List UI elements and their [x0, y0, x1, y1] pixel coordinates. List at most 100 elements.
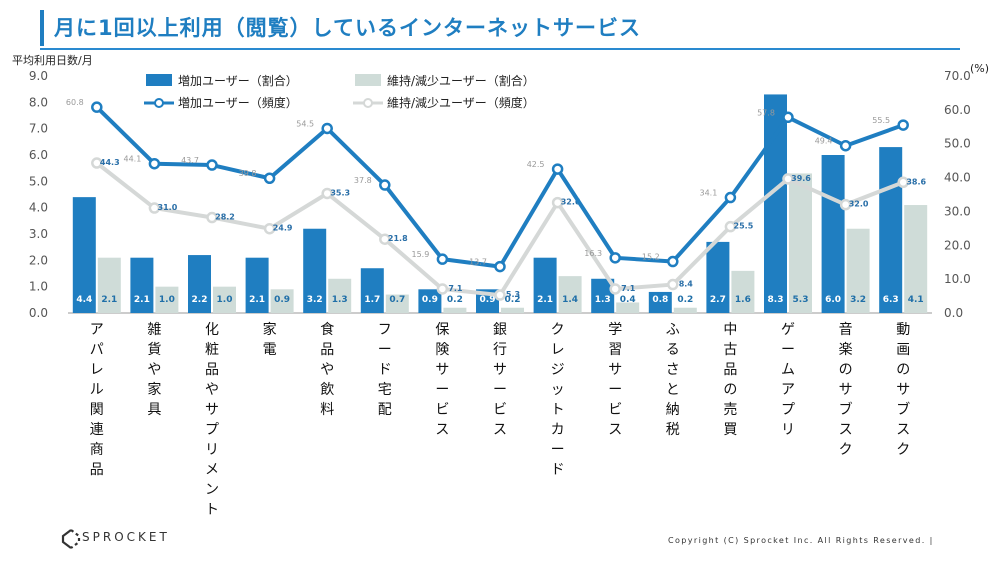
bar-decrease-label: 3.2 [850, 295, 866, 305]
category-label: クレジットカード [551, 322, 565, 478]
line-increase-value-label: 16.3 [584, 249, 602, 258]
line-increase-point [667, 255, 679, 268]
bar-decrease [328, 278, 352, 313]
line-decrease-point [436, 283, 449, 295]
category-label: 動画のサブスク [896, 322, 910, 458]
line-decrease-point [897, 176, 909, 189]
line-increase-value-label: 15.2 [642, 253, 660, 262]
line-increase-point [91, 101, 103, 113]
line-decrease-point [321, 187, 333, 200]
bar-decrease-label: 0.4 [620, 295, 636, 305]
line-decrease-point [206, 211, 218, 224]
line-increase-value-label: 37.8 [354, 176, 372, 185]
line-decrease-value-label: 21.8 [388, 234, 408, 243]
bar-decrease-label: 0.9 [274, 295, 290, 305]
bar-decrease-label: 4.1 [908, 295, 924, 305]
y-tick-left: 9.0 [29, 69, 48, 83]
legend-label: 増加ユーザー（頻度） [178, 95, 298, 110]
line-decrease-value-label: 28.2 [215, 213, 235, 222]
line-increase-point [494, 260, 506, 273]
sprocket-logo-icon [61, 529, 81, 549]
line-increase-value-label: 15.9 [411, 250, 429, 259]
bar-increase-label: 2.1 [134, 295, 150, 305]
category-label: 雑貨や家具 [147, 322, 161, 418]
bar-increase-label: 2.7 [710, 295, 726, 305]
legend-label: 維持/減少ユーザー（頻度） [387, 95, 535, 110]
line-increase-point [782, 111, 794, 124]
category-label: 保険サービス [435, 322, 449, 438]
line-decrease-value-label: 5.3 [506, 290, 520, 299]
bar-increase [533, 257, 557, 313]
line-decrease-point [667, 278, 679, 291]
bar-increase [648, 291, 672, 313]
line-increase-point [263, 172, 276, 184]
line-decrease-point [148, 202, 161, 214]
bar-increase [821, 155, 845, 313]
legend-box [141, 70, 561, 116]
y-tick-right: 60.0 [944, 103, 971, 117]
bar-decrease [443, 307, 467, 313]
bar-decrease-label: 1.4 [562, 295, 578, 305]
bar-decrease-label: 1.0 [217, 295, 233, 305]
category-label: 家電 [263, 321, 277, 358]
y-tick-right: 50.0 [944, 137, 971, 151]
bar-decrease [501, 307, 524, 313]
line-decrease-point [263, 222, 276, 235]
y-tick-left: 8.0 [29, 95, 48, 109]
bar-increase [360, 268, 384, 313]
line-increase-value-label: 34.1 [699, 189, 717, 198]
bar-decrease [213, 286, 236, 313]
line-increase-value-label: 60.8 [66, 98, 84, 107]
line-increase-point [206, 159, 218, 171]
bar-decrease-label: 2.1 [101, 295, 117, 305]
bar-increase-label: 2.1 [537, 295, 553, 305]
bar-increase [188, 255, 211, 313]
bar-increase-label: 6.0 [825, 295, 841, 305]
bar-increase [72, 197, 96, 313]
bar-decrease-label: 1.3 [332, 295, 348, 305]
line-decrease-point [839, 198, 852, 211]
legend-swatch-decrease-marker [363, 98, 373, 108]
bar-increase [418, 289, 442, 313]
line-increase-value-label: 54.5 [296, 119, 314, 128]
y-tick-right: 10.0 [944, 272, 971, 286]
bar-increase-label: 3.2 [307, 295, 323, 305]
line-decrease-value-label: 35.3 [330, 188, 350, 197]
category-label: 音楽のサブスク [839, 321, 853, 458]
category-label: 中古品の売買 [723, 322, 737, 438]
bar-decrease-label: 0.2 [677, 295, 693, 305]
line-increase-point [839, 139, 852, 152]
line-increase-value-label: 57.8 [757, 108, 775, 117]
line-increase-value-label: 42.5 [527, 160, 545, 169]
bar-increase-label: 8.3 [768, 295, 784, 305]
line-increase-point [897, 119, 909, 131]
bar-increase [130, 257, 154, 313]
line-increase-value-label: 39.8 [239, 169, 257, 178]
bar-decrease-label: 0.2 [447, 295, 463, 305]
bar-increase-label: 6.3 [883, 295, 899, 305]
bar-decrease [155, 286, 179, 313]
combo-chart: 平均利用日数/月 (%) 0.0 1.0 2.0 3.0 4.0 5.0 6.0 7.0 8.0 9.… [12, 54, 989, 518]
line-decrease-value-label: 39.6 [791, 174, 811, 183]
bar-decrease-label: 0.2 [505, 295, 521, 305]
line-increase-value-label: 49.4 [815, 137, 833, 146]
line-decrease-value-label: 32.6 [561, 198, 581, 207]
y-axis-right-label: (%) [970, 62, 989, 75]
category-label: 食品や飲料 [320, 321, 334, 418]
bar-decrease-label: 1.6 [735, 295, 751, 305]
logo-text: SPROCKET [82, 530, 170, 544]
legend-swatch-increase-marker [154, 98, 164, 108]
y-axis-left-label: 平均利用日数/月 [12, 54, 93, 67]
line-increase-point [379, 179, 391, 191]
y-tick-left: 5.0 [29, 174, 48, 188]
line-increase-point [436, 253, 449, 265]
line-decrease-point [379, 233, 391, 245]
line-increase-value-label: 55.5 [872, 116, 890, 125]
bar-increase [591, 278, 615, 313]
category-label: 学習サービス [608, 322, 622, 438]
legend-swatch-increase-bar [146, 74, 172, 86]
y-tick-left: 6.0 [29, 148, 48, 162]
line-decrease-point [782, 173, 794, 185]
title-underline [40, 48, 960, 50]
y-tick-left: 0.0 [29, 306, 48, 320]
